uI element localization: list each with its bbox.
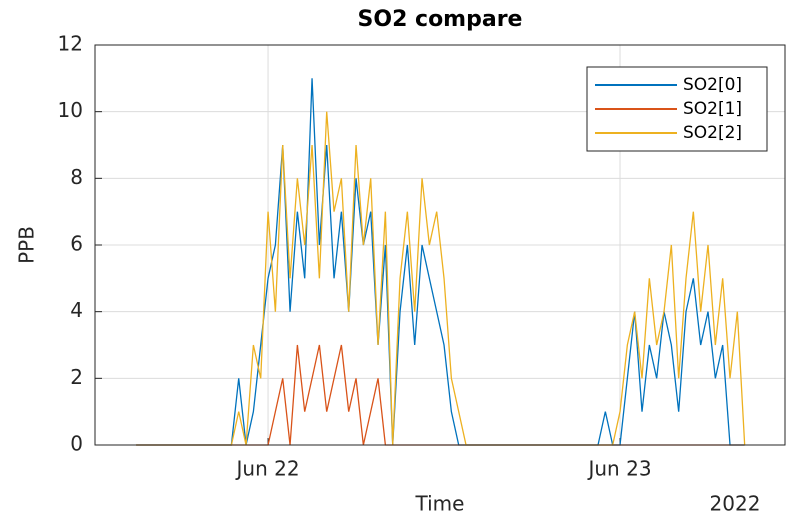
x-secondary-label: 2022	[710, 492, 761, 516]
y-axis-label: PPB	[15, 226, 39, 264]
legend: SO2[0] SO2[1] SO2[2]	[586, 66, 768, 152]
x-tick-label: Jun 22	[235, 457, 300, 481]
y-tick-label: 0	[70, 432, 83, 456]
series-line	[136, 111, 746, 446]
axes-box	[94, 44, 786, 446]
legend-label: SO2[1]	[683, 99, 742, 119]
y-tick-label: 2	[70, 365, 83, 389]
series-line	[136, 78, 745, 446]
y-tick-label: 10	[58, 98, 83, 122]
y-tick-label: 12	[58, 32, 83, 56]
x-tick-label: Jun 23	[586, 457, 651, 481]
y-tick-label: 8	[70, 165, 83, 189]
y-tick-label: 4	[70, 298, 83, 322]
chart-title: SO2 compare	[358, 7, 523, 32]
y-tick-label: 6	[70, 232, 83, 256]
x-axis-label: Time	[415, 492, 465, 516]
legend-label: SO2[2]	[683, 123, 742, 143]
legend-label: SO2[0]	[683, 75, 742, 95]
